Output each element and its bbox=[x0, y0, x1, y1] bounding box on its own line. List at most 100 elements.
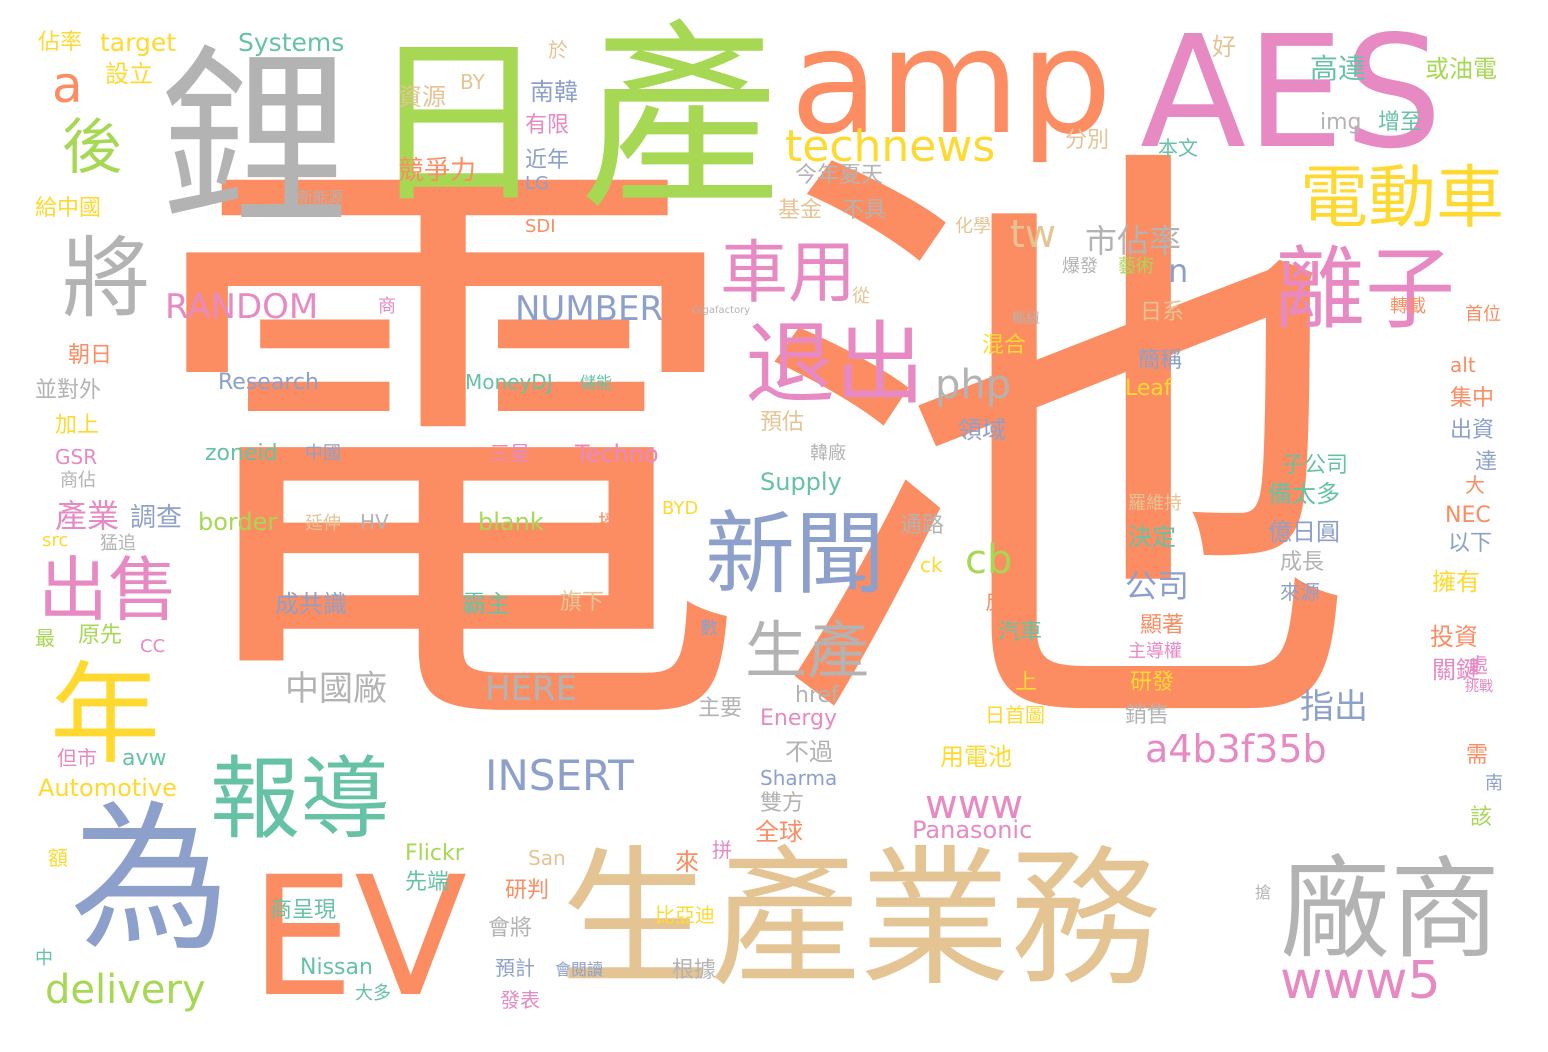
word: 後 bbox=[62, 113, 122, 183]
word: 產業 bbox=[55, 497, 120, 535]
word: Sharma bbox=[760, 766, 838, 790]
word: 設立 bbox=[105, 60, 153, 88]
word: 基金 bbox=[778, 198, 823, 223]
word: 備太多 bbox=[1268, 480, 1340, 508]
word: 通路 bbox=[900, 513, 945, 538]
word: 霸主 bbox=[462, 590, 510, 618]
word: GSR bbox=[55, 445, 98, 469]
word: 研發 bbox=[1130, 670, 1175, 695]
word: img bbox=[1320, 110, 1362, 135]
word: 根據 bbox=[672, 958, 717, 983]
word: cb bbox=[965, 537, 1013, 583]
word: 需 bbox=[1466, 743, 1489, 768]
word: 生產 bbox=[745, 614, 870, 687]
word: 比亞迪 bbox=[655, 903, 715, 927]
word: 以下 bbox=[1448, 531, 1493, 556]
word: 產 bbox=[580, 3, 781, 236]
word: 來源 bbox=[1280, 580, 1320, 604]
word: blank bbox=[478, 508, 544, 536]
word: 樞紐 bbox=[1012, 311, 1040, 327]
word: 汽車 bbox=[998, 620, 1043, 645]
word: 近年 bbox=[525, 148, 570, 173]
word: 加上 bbox=[55, 413, 100, 438]
word: 朝日 bbox=[68, 343, 113, 368]
word: 顯著 bbox=[1140, 613, 1185, 638]
word: www5 bbox=[1280, 951, 1441, 1011]
word: zoneid bbox=[205, 441, 278, 466]
word: 億日圓 bbox=[1268, 518, 1340, 546]
word: 挑戰 bbox=[1465, 679, 1493, 695]
word: 調查 bbox=[130, 503, 183, 533]
word: 會閱讀 bbox=[555, 960, 604, 979]
word: 南 bbox=[1485, 773, 1503, 794]
word: 混合 bbox=[982, 333, 1027, 358]
word: 領域 bbox=[958, 416, 1006, 444]
word: 該 bbox=[1470, 805, 1493, 830]
word: 日 bbox=[368, 20, 549, 229]
word: 會將 bbox=[488, 916, 533, 941]
word: 羅維持 bbox=[1128, 493, 1182, 514]
word: 增至 bbox=[1378, 110, 1423, 135]
word: Gigafactory bbox=[692, 305, 751, 316]
word: BYD bbox=[662, 498, 699, 519]
word: NUMBER bbox=[515, 289, 664, 329]
word: 處 bbox=[1468, 653, 1488, 677]
word: avw bbox=[122, 746, 167, 771]
word: 預計 bbox=[495, 956, 535, 980]
word: 決定 bbox=[1128, 523, 1176, 551]
word: 爆發 bbox=[1062, 256, 1098, 277]
word: 反觀 bbox=[985, 590, 1025, 614]
word: 擁有 bbox=[1432, 568, 1480, 596]
word: 從 bbox=[852, 286, 870, 307]
word: 車用 bbox=[720, 234, 857, 313]
word: 韓廠 bbox=[810, 443, 846, 464]
word: alt bbox=[1450, 353, 1476, 377]
word: Automotive bbox=[38, 774, 177, 802]
word: src bbox=[42, 530, 69, 551]
word: HV bbox=[360, 510, 389, 534]
word: 中國 bbox=[305, 443, 341, 464]
word: 電動車 bbox=[1300, 159, 1505, 238]
word: 高達 bbox=[1310, 52, 1367, 85]
word: 廠商 bbox=[1280, 846, 1500, 974]
word: href bbox=[795, 683, 839, 708]
word: 主導權 bbox=[1128, 641, 1182, 662]
word: Systems bbox=[238, 28, 345, 57]
word: 競爭力 bbox=[398, 156, 477, 186]
word: 報導 bbox=[210, 747, 390, 852]
word: 好 bbox=[1212, 33, 1236, 61]
word: border bbox=[198, 508, 278, 536]
word: 銷售 bbox=[1125, 703, 1170, 728]
word: 簡稱 bbox=[1138, 348, 1183, 373]
word: 中國廠 bbox=[285, 669, 387, 709]
word: 離子 bbox=[1275, 237, 1455, 342]
word: 上 bbox=[1015, 670, 1038, 695]
word: 鋰 bbox=[160, 29, 351, 250]
word: 成長 bbox=[1280, 550, 1325, 575]
word: EV bbox=[250, 841, 468, 1033]
word: 大 bbox=[1465, 473, 1485, 497]
word: 用電池 bbox=[940, 743, 1012, 771]
word: 關鍵 bbox=[1432, 656, 1480, 684]
word: 雙方 bbox=[760, 791, 805, 816]
word: 先端 bbox=[405, 870, 450, 895]
word: 最 bbox=[35, 626, 55, 650]
word: tw bbox=[1010, 212, 1056, 256]
word: RANDOM bbox=[165, 287, 319, 327]
word: a4b3f35b bbox=[1145, 727, 1327, 771]
word: 化學 bbox=[955, 216, 991, 237]
word: 不過 bbox=[785, 738, 833, 766]
word: amp bbox=[790, 0, 1113, 167]
word: 達 bbox=[1475, 450, 1498, 475]
word: n bbox=[1168, 252, 1189, 290]
word: 生產業務 bbox=[560, 833, 1161, 1007]
word: 給中國 bbox=[35, 196, 102, 221]
word: 公司 bbox=[1125, 567, 1190, 605]
word: 今年夏天 bbox=[795, 163, 884, 188]
word: BY bbox=[460, 70, 485, 94]
word: SDI bbox=[525, 216, 556, 237]
word: 轉載 bbox=[1390, 296, 1426, 317]
word: 拼 bbox=[712, 838, 732, 862]
word: Leaf bbox=[1125, 376, 1172, 401]
word: 全球 bbox=[755, 818, 803, 846]
